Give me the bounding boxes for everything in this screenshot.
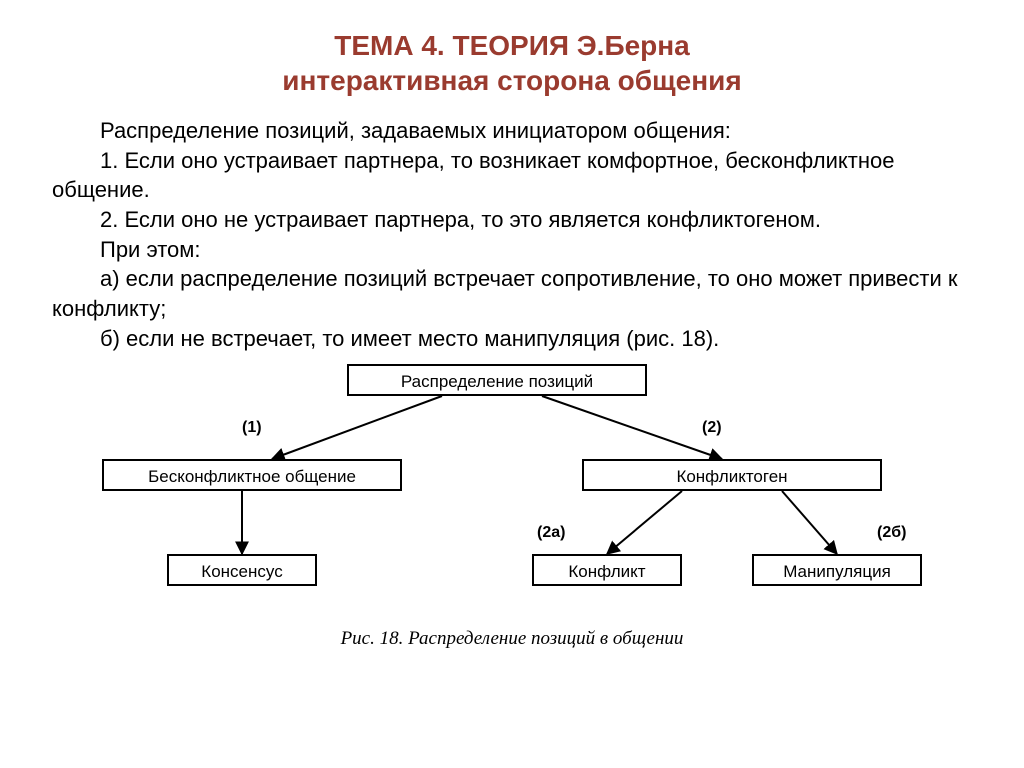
- edge-root-n2: [542, 396, 722, 459]
- body-line-1: 1. Если оно устраивает партнера, то возн…: [52, 146, 972, 205]
- edge-root-n1: [272, 396, 442, 459]
- figure-caption: Рис. 18. Распределение позиций в общении: [0, 628, 1024, 650]
- node-n1: Бесконфликтное общение: [102, 459, 402, 491]
- node-n2a: Конфликт: [532, 554, 682, 586]
- edge-label-2a: (2а): [537, 524, 565, 542]
- node-n1a: Консенсус: [167, 554, 317, 586]
- node-root: Распределение позиций: [347, 364, 647, 396]
- page-title: ТЕМА 4. ТЕОРИЯ Э.Берна интерактивная сто…: [0, 0, 1024, 98]
- body-line-2: 2. Если оно не устраивает партнера, то э…: [52, 205, 972, 235]
- figure-number: Рис. 18.: [341, 628, 404, 649]
- figure-caption-text: Распределение позиций в общении: [408, 628, 683, 649]
- body-line-3: При этом:: [52, 235, 972, 265]
- body-line-5: б) если не встречает, то имеет место ман…: [52, 324, 972, 354]
- title-line-2: интерактивная сторона общения: [0, 63, 1024, 98]
- body-line-0: Распределение позиций, задаваемых инициа…: [52, 116, 972, 146]
- edge-label-2: (2): [702, 419, 722, 437]
- body-line-4: а) если распределение позиций встречает …: [52, 264, 972, 323]
- title-line-1: ТЕМА 4. ТЕОРИЯ Э.Берна: [0, 28, 1024, 63]
- edge-n2-n2b: [782, 491, 837, 554]
- node-n2: Конфликтоген: [582, 459, 882, 491]
- edge-n2-n2a: [607, 491, 682, 554]
- diagram: Распределение позиций Бесконфликтное общ…: [92, 364, 932, 624]
- edge-label-1: (1): [242, 419, 262, 437]
- node-n2b: Манипуляция: [752, 554, 922, 586]
- edge-label-2b: (2б): [877, 524, 906, 542]
- body-text: Распределение позиций, задаваемых инициа…: [0, 98, 1024, 354]
